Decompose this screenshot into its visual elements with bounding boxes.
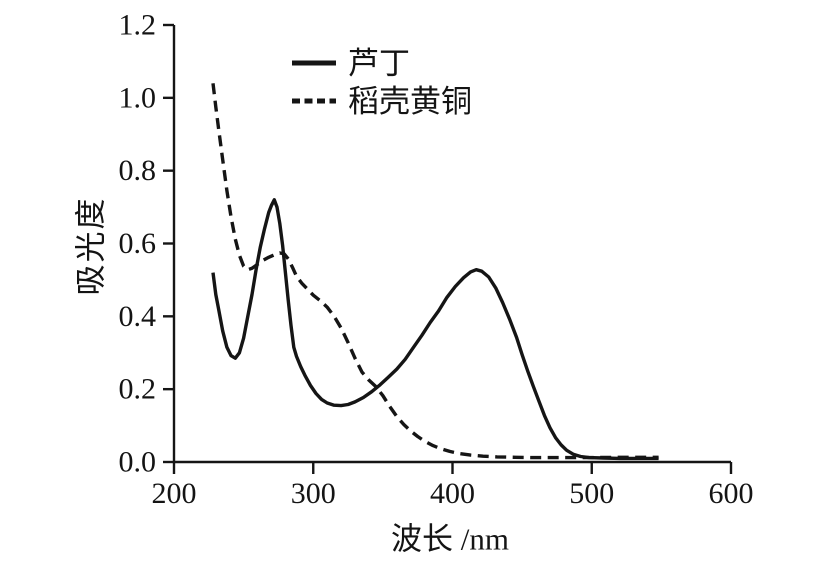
solid-line-swatch bbox=[292, 60, 336, 66]
legend-label-rutin: 芦丁 bbox=[348, 45, 410, 81]
y-tick-label: 0.6 bbox=[119, 227, 157, 260]
y-tick-label: 0.8 bbox=[119, 154, 157, 187]
curve-rutin bbox=[211, 198, 659, 461]
y-tick-label: 1.0 bbox=[119, 81, 157, 114]
x-tick-label: 600 bbox=[709, 477, 754, 510]
curve-rice-husk-flavonoid bbox=[211, 83, 659, 460]
y-tick-label: 0.2 bbox=[119, 373, 157, 406]
x-tick-label: 500 bbox=[569, 477, 614, 510]
x-tick-label: 300 bbox=[291, 477, 336, 510]
legend-item-rutin: 芦丁 bbox=[291, 44, 472, 82]
y-axis-title: 吸光度 bbox=[73, 196, 109, 296]
x-tick-label: 400 bbox=[430, 477, 475, 510]
legend: 芦丁 稻壳黄铜 bbox=[291, 44, 472, 120]
x-axis-title: 波长 /nm bbox=[391, 521, 509, 557]
legend-item-rice-husk-flavonoid: 稻壳黄铜 bbox=[291, 82, 472, 120]
y-tick-label: 1.2 bbox=[119, 9, 157, 42]
legend-label-rice-husk-flavonoid: 稻壳黄铜 bbox=[348, 83, 472, 119]
y-tick-label: 0.4 bbox=[119, 300, 157, 333]
x-tick-label: 200 bbox=[152, 477, 197, 510]
y-tick-label: 0.0 bbox=[119, 446, 157, 479]
dashed-line-swatch bbox=[292, 98, 336, 104]
